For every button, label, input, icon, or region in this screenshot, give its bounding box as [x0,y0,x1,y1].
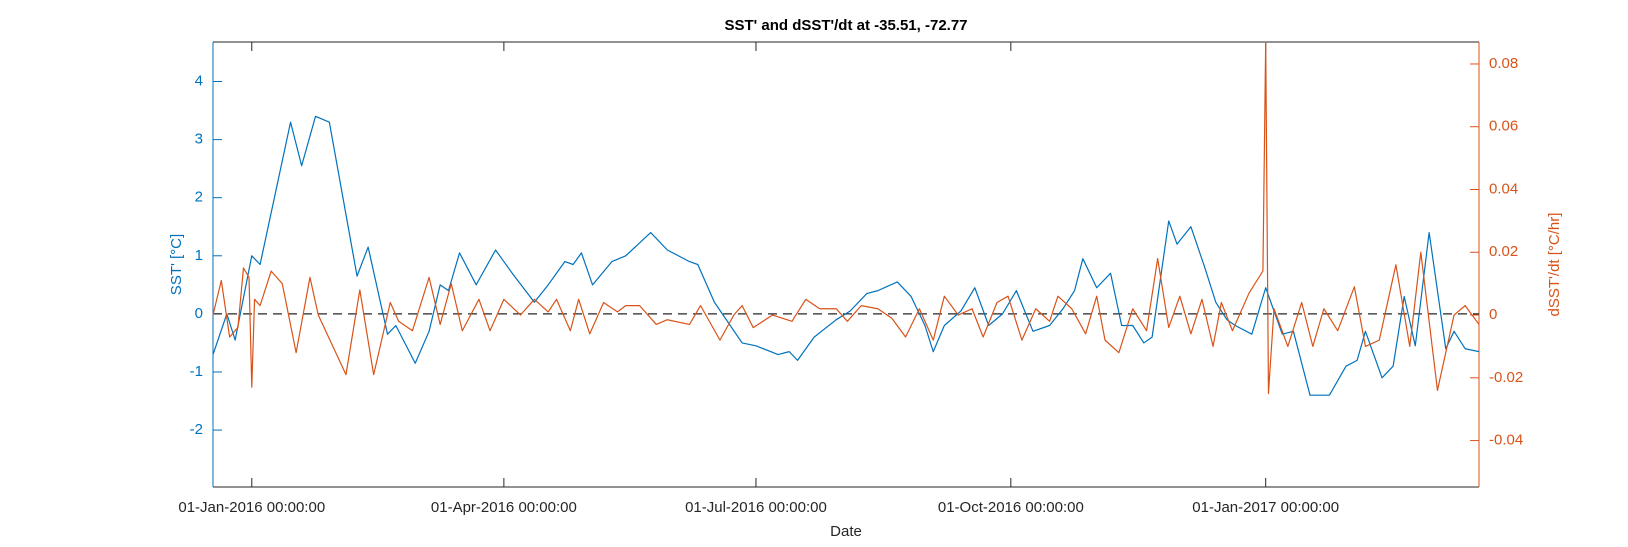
y2-tick-label: -0.04 [1489,432,1523,449]
y-tick-label: -1 [190,363,203,380]
y2-tick-label: 0.08 [1489,55,1518,72]
data-line [212,115,1480,396]
x-axis-label: Date [830,523,862,540]
y-tick-label: 0 [195,305,203,322]
y2-tick-label: 0.04 [1489,180,1518,197]
x-tick-label: 01-Jan-2017 00:00:00 [1192,499,1339,516]
x-tick-label: 01-Jan-2016 00:00:00 [178,499,325,516]
y-tick-label: 2 [195,189,203,206]
y2-tick-label: 0.02 [1489,243,1518,260]
y-tick-label: 3 [195,131,203,148]
y2-tick-label: -0.02 [1489,369,1523,386]
y2-axis-label: dSST'/dt [°C/hr] [1546,213,1563,317]
data-line [212,41,1480,395]
y2-tick-label: 0 [1489,306,1497,323]
y-tick-label: -2 [190,421,203,438]
y2-tick-label: 0.06 [1489,118,1518,135]
y-tick-label: 4 [195,72,203,89]
chart-title: SST' and dSST'/dt at -35.51, -72.77 [724,17,967,34]
x-tick-label: 01-Oct-2016 00:00:00 [938,499,1084,516]
x-tick-label: 01-Jul-2016 00:00:00 [685,499,827,516]
y-axis-label: SST' [°C] [168,234,185,295]
x-tick-label: 01-Apr-2016 00:00:00 [431,499,577,516]
y-tick-label: 1 [195,247,203,264]
